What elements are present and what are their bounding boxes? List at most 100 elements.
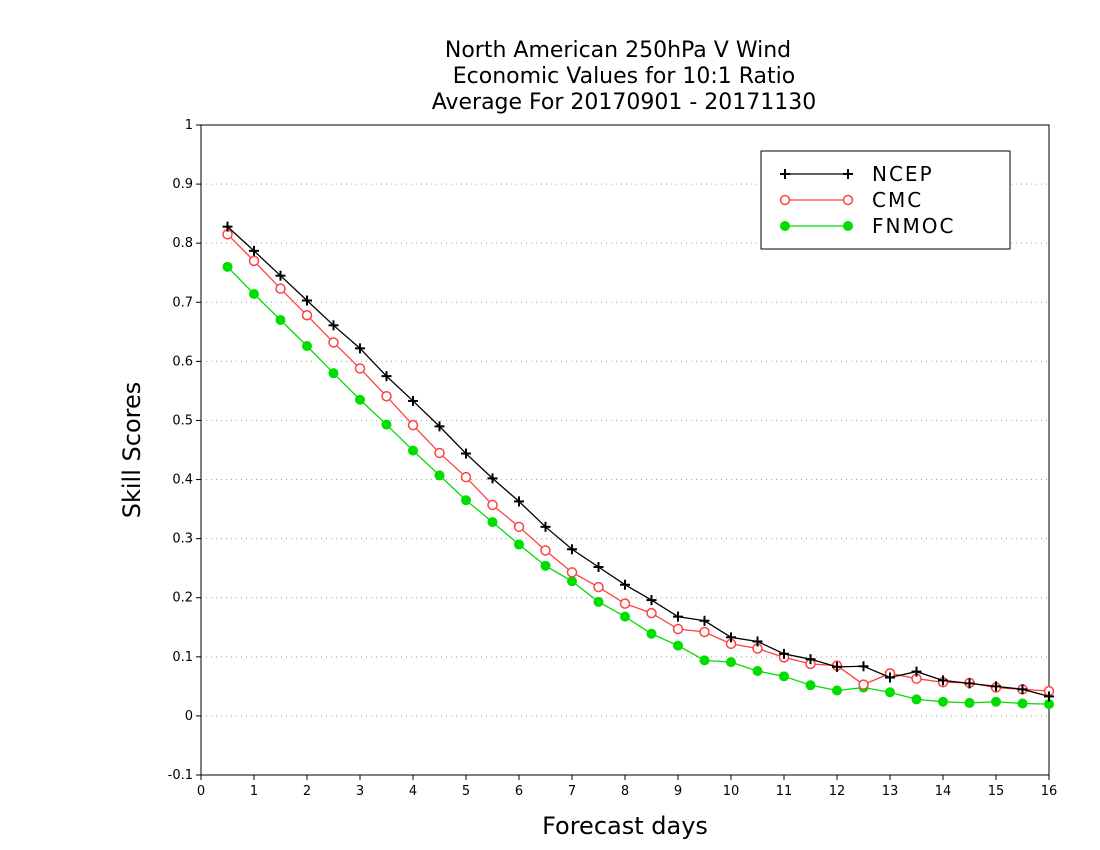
data-point-ncep (832, 661, 842, 672)
x-tick-label: 13 (882, 784, 899, 799)
series-fnmoc (222, 261, 1054, 710)
data-point-ncep (593, 562, 604, 572)
data-point-ncep (461, 448, 471, 459)
data-point-fnmoc (302, 341, 312, 351)
y-tick-label: 1 (185, 118, 193, 133)
data-point-cmc (301, 310, 313, 321)
legend-entry-fnmoc: FNMOC (780, 214, 953, 238)
data-point-fnmoc (540, 560, 551, 571)
data-point-ncep (620, 579, 630, 590)
data-point-cmc (487, 499, 498, 511)
data-point-fnmoc (381, 419, 392, 430)
y-tick-label: 0.8 (172, 236, 193, 251)
data-point-cmc (513, 521, 525, 533)
data-point-fnmoc (620, 611, 630, 622)
x-tick-label: 11 (776, 784, 793, 799)
data-point-ncep (487, 473, 498, 484)
data-point-ncep (752, 636, 763, 647)
data-point-ncep (938, 675, 948, 686)
data-point-fnmoc (673, 640, 683, 651)
y-tick-label: 0.9 (172, 177, 193, 192)
legend-marker-cmc (842, 194, 854, 206)
y-tick-label: 0 (185, 709, 193, 724)
data-point-ncep (275, 270, 286, 281)
data-point-cmc (354, 363, 366, 374)
data-point-fnmoc (222, 261, 233, 272)
data-point-ncep (726, 632, 736, 643)
data-point-cmc (566, 567, 578, 578)
data-point-ncep (858, 661, 869, 672)
x-tick-label: 15 (988, 784, 1005, 799)
grid-lines (201, 183, 1049, 717)
chart-title-line-2: Economic Values for 10:1 Ratio (453, 64, 795, 89)
data-point-ncep (699, 615, 710, 626)
data-point-fnmoc (832, 685, 842, 696)
data-point-fnmoc (726, 657, 736, 668)
data-point-fnmoc (885, 687, 895, 698)
data-point-cmc (540, 545, 551, 556)
data-point-fnmoc (1017, 698, 1028, 709)
series-line-cmc (227, 233, 1050, 692)
data-point-cmc (381, 390, 392, 402)
data-point-fnmoc (805, 680, 816, 691)
series-ncep (222, 221, 1054, 702)
x-tick-label: 16 (1041, 784, 1058, 799)
data-point-ncep (328, 320, 339, 331)
data-point-cmc (593, 581, 604, 593)
x-tick-label: 2 (303, 784, 311, 799)
legend-marker-fnmoc (843, 221, 853, 231)
x-axis-ticks: 0 1 2 3 4 5 6 7 8 9 10 11 12 13 14 15 16 (197, 775, 1057, 799)
data-point-ncep (964, 678, 975, 689)
y-tick-label: -0.1 (168, 768, 193, 783)
y-tick-label: 0.6 (172, 354, 193, 369)
data-point-ncep (222, 221, 233, 232)
chart-title: North American 250hPa V Wind Economic Va… (432, 38, 817, 115)
data-point-ncep (514, 496, 524, 507)
data-point-ncep (567, 544, 577, 555)
legend-marker-cmc (779, 194, 791, 206)
y-tick-label: 0.2 (172, 591, 193, 606)
data-point-fnmoc (646, 628, 657, 639)
data-point-fnmoc (593, 596, 604, 607)
data-point-fnmoc (938, 696, 948, 707)
legend-entry-ncep: NCEP (780, 162, 934, 186)
data-point-cmc (248, 255, 260, 267)
data-point-fnmoc (275, 315, 286, 325)
series-layer (222, 221, 1055, 710)
data-point-ncep (646, 595, 657, 606)
legend-marker-fnmoc (780, 221, 790, 231)
data-point-cmc (275, 283, 286, 294)
data-point-ncep (673, 611, 683, 622)
data-point-ncep (540, 521, 551, 532)
data-point-cmc (328, 337, 339, 348)
x-tick-label: 1 (250, 784, 258, 799)
data-point-fnmoc (249, 289, 259, 299)
data-point-fnmoc (1044, 699, 1054, 710)
chart-title-line-1: North American 250hPa V Wind (445, 38, 791, 63)
data-point-ncep (434, 421, 445, 432)
x-tick-label: 12 (829, 784, 846, 799)
y-tick-label: 0.4 (172, 473, 193, 488)
data-point-cmc (672, 623, 684, 635)
x-tick-label: 10 (723, 784, 740, 799)
x-tick-label: 9 (674, 784, 682, 799)
data-point-cmc (407, 419, 419, 431)
legend-label-ncep: NCEP (872, 162, 934, 186)
y-tick-label: 0.1 (172, 650, 193, 665)
data-point-fnmoc (434, 470, 445, 481)
data-point-ncep (1044, 691, 1054, 702)
data-point-ncep (355, 343, 365, 354)
data-point-cmc (434, 447, 445, 459)
data-point-ncep (302, 295, 312, 306)
data-point-fnmoc (991, 696, 1001, 707)
series-cmc (222, 229, 1055, 697)
data-point-ncep (805, 654, 816, 665)
x-tick-label: 4 (409, 784, 417, 799)
y-tick-label: 0.5 (172, 413, 193, 428)
x-tick-label: 0 (197, 784, 205, 799)
data-point-ncep (991, 681, 1001, 692)
data-point-ncep (885, 672, 895, 683)
data-point-ncep (249, 245, 259, 256)
